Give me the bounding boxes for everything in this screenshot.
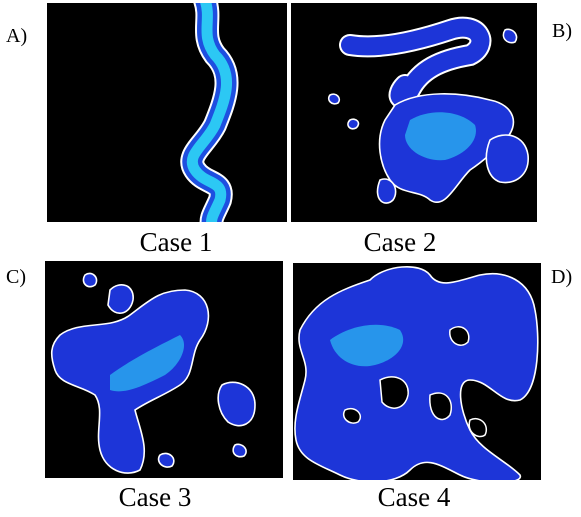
caption: Case 1 (140, 227, 213, 257)
caption: Case 2 (364, 227, 437, 257)
panel-label: D) (551, 266, 572, 288)
panel-b (291, 3, 537, 222)
caption: Case 4 (378, 482, 451, 512)
panel-label: A) (6, 25, 27, 47)
caption: Case 3 (119, 482, 192, 512)
figure: A) B) C) D) Case 1 Case 2 Case 3 Case 4 (0, 0, 581, 517)
panel-label: C) (6, 266, 26, 288)
panel-c (45, 261, 283, 478)
panel-a (47, 0, 287, 225)
panel-label: B) (552, 20, 572, 42)
panel-d (293, 263, 541, 483)
